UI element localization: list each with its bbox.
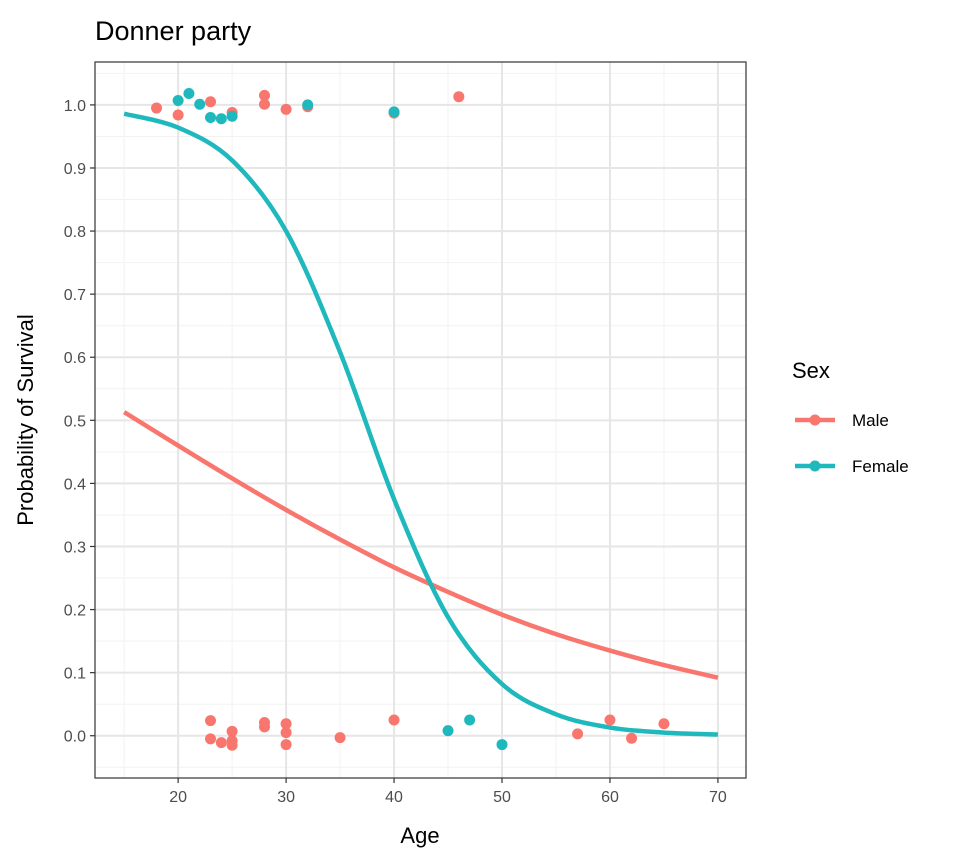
point-male — [258, 721, 270, 733]
point-male — [205, 733, 217, 745]
x-tick-label: 70 — [709, 789, 727, 806]
grid — [95, 62, 746, 778]
chart-title: Donner party — [95, 16, 252, 46]
point-male — [572, 728, 584, 740]
x-axis: 20 30 40 50 60 70 — [169, 778, 727, 806]
point-male — [172, 109, 184, 121]
point-male — [205, 715, 217, 727]
y-tick-label: 0.2 — [64, 603, 86, 620]
point-male — [151, 102, 163, 114]
point-female — [302, 99, 314, 111]
x-tick-label: 30 — [277, 789, 295, 806]
point-male — [280, 739, 292, 751]
y-tick-label: 0.6 — [64, 350, 86, 367]
point-female — [388, 106, 400, 118]
point-male — [258, 98, 270, 110]
point-female — [215, 113, 227, 125]
legend-label: Female — [852, 457, 909, 476]
legend: Sex Male Female — [792, 358, 909, 476]
point-male — [334, 732, 346, 744]
point-male — [205, 96, 217, 108]
fitted-curves — [122, 111, 719, 737]
legend-title: Sex — [792, 358, 830, 383]
y-tick-label: 0.8 — [64, 224, 86, 241]
point-female — [183, 88, 195, 100]
point-male — [258, 89, 270, 101]
point-female — [496, 739, 508, 751]
y-tick-label: 0.7 — [64, 287, 86, 304]
x-tick-label: 20 — [169, 789, 187, 806]
y-tick-label: 0.9 — [64, 161, 86, 178]
fitted-curve-female — [123, 111, 719, 737]
point-female — [442, 725, 454, 737]
y-tick-label: 0.0 — [64, 729, 86, 746]
point-female — [194, 98, 206, 110]
x-tick-label: 60 — [601, 789, 619, 806]
point-male — [453, 91, 465, 103]
y-axis: 0.0 0.1 0.2 0.3 0.4 0.5 0.6 0.7 0.8 0.9 1.0 — [64, 98, 95, 746]
point-male — [604, 714, 616, 726]
point-male — [280, 103, 292, 115]
y-tick-label: 0.1 — [64, 666, 86, 683]
y-tick-label: 1.0 — [64, 98, 86, 115]
point-female — [226, 110, 238, 122]
legend-label: Male — [852, 411, 889, 430]
y-tick-label: 0.5 — [64, 413, 86, 430]
point-male — [280, 727, 292, 739]
point-female — [172, 94, 184, 106]
point-male — [626, 732, 638, 744]
data-points — [151, 88, 670, 751]
point-male — [280, 718, 292, 730]
point-male — [215, 737, 227, 749]
point-female — [464, 714, 476, 726]
legend-key-point — [809, 414, 821, 426]
x-tick-label: 50 — [493, 789, 511, 806]
legend-key-point — [809, 460, 821, 472]
y-tick-label: 0.3 — [64, 539, 86, 556]
point-male — [226, 725, 238, 737]
point-male — [388, 714, 400, 726]
point-male — [658, 718, 670, 730]
y-axis-title: Probability of Survival — [13, 314, 38, 526]
y-tick-label: 0.4 — [64, 476, 86, 493]
x-tick-label: 40 — [385, 789, 403, 806]
x-axis-title: Age — [400, 823, 439, 848]
fitted-curve-male — [122, 410, 719, 680]
point-male — [226, 739, 238, 751]
point-female — [205, 112, 217, 124]
